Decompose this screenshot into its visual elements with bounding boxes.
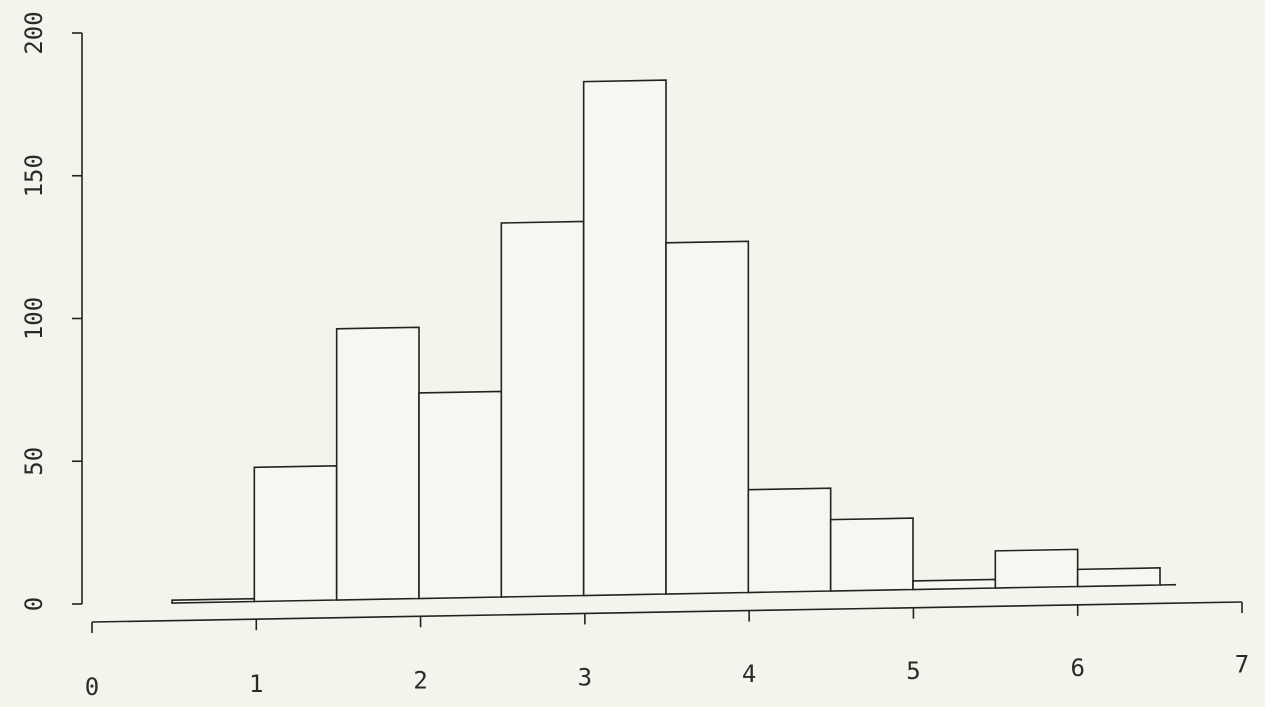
histogram-bar: [253, 465, 338, 603]
histogram-bar: [1076, 567, 1161, 588]
x-tick-label: 7: [1235, 651, 1249, 679]
x-tick-label: 6: [1070, 654, 1084, 682]
histogram-bar: [500, 220, 585, 598]
bars-group: [171, 79, 1177, 604]
y-tick-label: 50: [20, 447, 48, 476]
x-tick-label: 0: [85, 673, 99, 701]
x-tick-label: 5: [906, 657, 920, 685]
y-tick-label: 100: [20, 297, 48, 340]
histogram-bar: [418, 390, 503, 600]
x-tick-label: 3: [578, 663, 592, 691]
y-tick-label: 150: [20, 154, 48, 197]
histogram-bar: [665, 240, 750, 595]
x-axis-line: [91, 601, 1243, 623]
x-tick-label: 2: [413, 667, 427, 695]
histogram-bar: [829, 517, 914, 592]
histogram-bar: [912, 578, 997, 591]
x-tick-label: 4: [742, 660, 756, 688]
histogram-bar: [335, 326, 420, 601]
y-axis: 0 50 100 150 200: [20, 11, 83, 611]
x-axis: 0 1 2 3 4 5 6 7: [85, 601, 1249, 701]
histogram-bar: [171, 597, 256, 604]
histogram-bar: [747, 487, 832, 594]
y-tick-label: 200: [20, 11, 48, 54]
histogram-bar: [994, 548, 1079, 589]
x-tick-label: 1: [249, 670, 263, 698]
y-tick-label: 0: [20, 597, 48, 611]
histogram-bar: [582, 79, 667, 597]
